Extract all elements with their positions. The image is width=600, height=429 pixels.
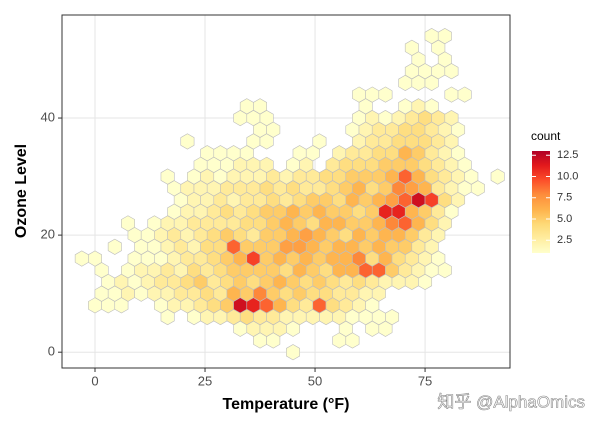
hex-bin bbox=[312, 133, 327, 150]
hex-bin bbox=[378, 86, 393, 103]
x-tick-label: 25 bbox=[198, 373, 212, 388]
x-tick-label: 75 bbox=[418, 373, 432, 388]
hex-bin bbox=[286, 344, 301, 361]
hex-bin bbox=[88, 250, 102, 267]
hex-bin bbox=[160, 168, 175, 185]
hex-bin bbox=[107, 238, 122, 255]
x-tick-label: 50 bbox=[308, 373, 322, 388]
colorbar bbox=[532, 151, 550, 253]
colorbar-label: 10.0 bbox=[557, 170, 578, 182]
hex-bin bbox=[74, 250, 89, 267]
panel-border bbox=[61, 14, 511, 369]
hex-bin bbox=[404, 39, 419, 56]
hex-bin bbox=[180, 133, 195, 150]
hex-bin bbox=[444, 109, 459, 127]
hex-bin bbox=[424, 98, 439, 115]
hex-bin bbox=[437, 28, 452, 45]
hex-bin bbox=[259, 156, 274, 173]
colorbar-label: 5.0 bbox=[557, 213, 572, 225]
hex-bin bbox=[253, 98, 267, 115]
x-axis-title: Temperature (°F) bbox=[222, 396, 349, 413]
hex-bin bbox=[121, 215, 135, 232]
hex-bin bbox=[385, 309, 400, 326]
legend-title: count bbox=[531, 129, 561, 143]
y-tick-label: 40 bbox=[41, 109, 55, 124]
x-tick-label: 0 bbox=[91, 373, 98, 388]
y-axis-title: Ozone Level bbox=[13, 144, 30, 238]
y-tick-label: 0 bbox=[48, 344, 55, 359]
colorbar-label: 12.5 bbox=[557, 149, 578, 161]
hex-bin bbox=[457, 86, 472, 103]
colorbar-label: 2.5 bbox=[557, 234, 572, 246]
colorbar-label: 7.5 bbox=[557, 192, 572, 204]
y-tick-label: 20 bbox=[41, 227, 55, 242]
watermark: 知乎 @AlphaOmics bbox=[437, 392, 585, 411]
hex-bin bbox=[490, 168, 505, 185]
hex-bin bbox=[444, 86, 459, 103]
